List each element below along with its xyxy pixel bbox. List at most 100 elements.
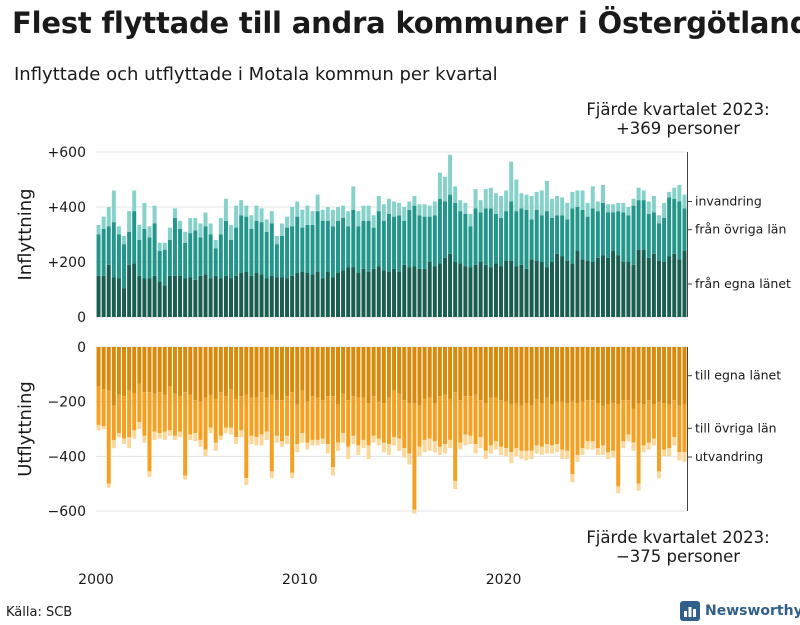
- in-bar-segment: [443, 176, 447, 202]
- in-bar-segment: [234, 205, 239, 228]
- ut-bar-segment: [514, 403, 519, 449]
- in-bar-segment: [560, 197, 565, 216]
- ut-bar-segment: [463, 347, 468, 397]
- in-bar-segment: [499, 218, 504, 267]
- ut-bar-segment: [616, 347, 621, 405]
- ut-bar-segment: [631, 347, 636, 409]
- ut-bar-segment: [560, 401, 565, 450]
- ut-bar-segment: [269, 347, 274, 395]
- ut-bar-segment: [524, 403, 529, 451]
- ut-bar-segment: [539, 403, 544, 447]
- in-bar-segment: [544, 180, 549, 212]
- in-panel: 0 +200 +400 +600 från egna länet från övriga …: [15, 145, 791, 326]
- ut-bar-segment: [626, 347, 631, 401]
- in-bar-segment: [606, 257, 611, 318]
- in-bar-segment: [595, 201, 600, 212]
- in-bar-segment: [580, 259, 585, 317]
- in-bar-segment: [478, 262, 483, 317]
- in-bar-segment: [229, 224, 233, 241]
- ut-bar-segment: [499, 400, 504, 447]
- in-bar-segment: [412, 196, 417, 206]
- in-bar-segment: [600, 255, 605, 318]
- in-bar-segment: [305, 273, 310, 317]
- in-bar-segment: [646, 213, 651, 258]
- in-bar-segment: [356, 226, 361, 273]
- in-bar-segment: [478, 212, 483, 262]
- ut-bar-segment: [682, 347, 687, 405]
- in-bar-segment: [611, 212, 616, 251]
- ut-bar-segment: [279, 347, 284, 401]
- in-bar-segment: [402, 220, 407, 265]
- ut-bar-segment: [213, 442, 218, 451]
- ut-bar-segment: [565, 403, 570, 451]
- in-bar-segment: [127, 264, 132, 317]
- in-bar-segment: [580, 209, 585, 260]
- in-bar-segment: [504, 190, 509, 212]
- in-bar-segment: [386, 198, 391, 214]
- ut-bar-segment: [381, 442, 386, 453]
- in-bar-segment: [264, 219, 269, 232]
- in-bar-segment: [162, 285, 167, 318]
- ut-bar-segment: [493, 397, 498, 442]
- in-bar-segment: [116, 278, 121, 317]
- ut-bar-segment: [264, 347, 269, 398]
- ut-bar-segment: [544, 347, 549, 398]
- in-bar-segment: [274, 244, 279, 278]
- ut-bar-segment: [448, 347, 453, 399]
- in-bar-segment: [152, 223, 157, 276]
- in-bar-segment: [621, 202, 626, 213]
- ut-bar-segment: [616, 404, 621, 487]
- in-bar-segment: [493, 213, 498, 264]
- ut-bar-segment: [361, 347, 366, 398]
- callout-utflyttning-period: Fjärde kvartalet 2023:: [586, 528, 770, 547]
- in-bar-segment: [529, 219, 534, 260]
- in-bar-segment: [218, 218, 223, 235]
- in-bar-segment: [254, 273, 259, 317]
- ut-bar-segment: [239, 396, 244, 431]
- ut-bar-segment: [651, 438, 656, 446]
- ut-bar-segment: [366, 347, 371, 404]
- in-bar-segment: [468, 267, 473, 317]
- in-bar-segment: [565, 219, 570, 261]
- ut-bar-segment: [443, 444, 447, 454]
- ut-bar-segment: [677, 452, 682, 461]
- in-bar-segment: [137, 275, 142, 317]
- in-bar-segment: [651, 253, 656, 317]
- in-bar-segment: [611, 251, 616, 317]
- ut-bar-segment: [208, 347, 213, 395]
- ut-bar-segment: [636, 483, 641, 491]
- ut-bar-segment: [371, 396, 376, 436]
- in-bar-segment: [208, 234, 213, 279]
- in-bar-segment: [402, 207, 407, 221]
- in-bar-segment: [111, 190, 116, 223]
- ut-bar-segment: [509, 347, 514, 405]
- ut-bar-segment: [504, 401, 509, 449]
- ut-bar-segment: [229, 389, 233, 428]
- in-bar-segment: [259, 222, 264, 275]
- ut-bar-segment: [376, 438, 381, 446]
- ut-bar-segment: [611, 450, 616, 458]
- ut-bar-segment: [142, 435, 147, 443]
- chart-title: Flest flyttade till andra kommuner i Öst…: [12, 6, 800, 40]
- ut-bar-segment: [376, 401, 381, 439]
- in-bar-segment: [667, 256, 672, 317]
- callout-utflyttning-value: −375 personer: [615, 547, 741, 566]
- in-bar-segment: [285, 216, 290, 228]
- ut-bar-segment: [310, 347, 315, 397]
- ut-bar-segment: [483, 403, 488, 451]
- in-bar-segment: [386, 213, 391, 272]
- in-bar-segment: [290, 226, 295, 276]
- ut-bar-segment: [611, 403, 616, 451]
- ut-bar-segment: [122, 438, 126, 445]
- ut-bar-segment: [412, 509, 417, 514]
- ut-bar-segment: [208, 427, 213, 434]
- ut-bar-segment: [483, 347, 488, 404]
- in-bar-segment: [188, 233, 193, 278]
- ut-bar-segment: [356, 445, 361, 455]
- in-bar-segment: [667, 191, 672, 198]
- ut-bar-segment: [667, 404, 672, 449]
- ut-bar-segment: [361, 397, 366, 440]
- in-bar-segment: [499, 266, 504, 318]
- x-tick-label: 2000: [78, 572, 114, 588]
- ut-bar-segment: [631, 442, 636, 451]
